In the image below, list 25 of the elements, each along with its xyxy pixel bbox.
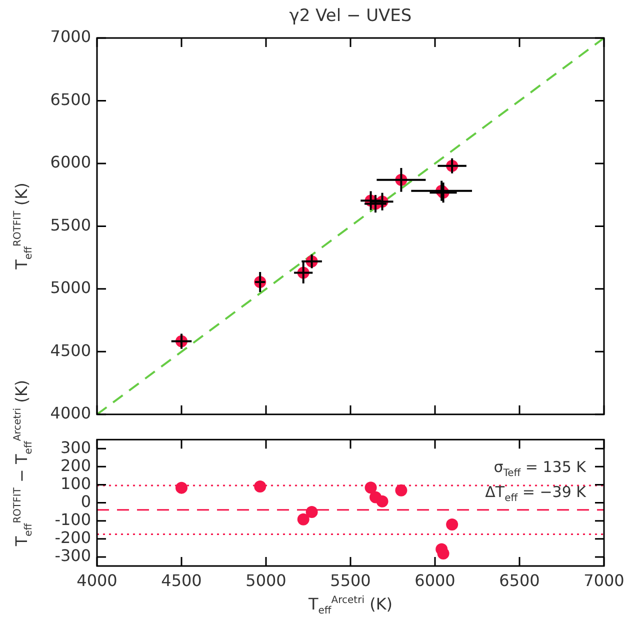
y-tick-label: -100 — [54, 510, 91, 530]
x-tick-label: 5000 — [246, 570, 286, 590]
y-tick-label: 5500 — [50, 215, 91, 234]
x-tick-label: 6500 — [499, 570, 540, 590]
y-tick-label: 100 — [60, 474, 91, 493]
annotation: σ$_{Teff}$ = 135 K — [494, 458, 586, 479]
y-tick-label: 6500 — [50, 90, 91, 109]
x-axis-title: T$_{eff}$$^{Arcetri}$ (K) — [308, 594, 393, 617]
y-tick-label: 4500 — [50, 340, 91, 360]
y-tick-label: 200 — [60, 456, 91, 475]
y-tick-label: 7000 — [50, 27, 91, 46]
x-tick-label: 4000 — [76, 570, 118, 590]
x-tick-label: 5500 — [330, 570, 371, 590]
y-tick-label: -200 — [54, 528, 91, 548]
y-tick-label: 4000 — [50, 404, 91, 423]
x-tick-label: 4500 — [161, 570, 202, 590]
x-tick-label: 7000 — [584, 570, 624, 590]
annotation: ΔT$_{eff}$ = −39 K — [485, 482, 586, 504]
y-tick-label: 300 — [60, 438, 91, 457]
y-tick-label: -300 — [54, 546, 91, 566]
y-tick-label: 6000 — [50, 152, 91, 172]
chart-title: γ2 Vel − UVES — [289, 6, 412, 26]
y-tick-label: 0 — [80, 492, 91, 511]
x-tick-label: 6000 — [414, 570, 456, 590]
y-tick-label: 5000 — [50, 278, 91, 298]
